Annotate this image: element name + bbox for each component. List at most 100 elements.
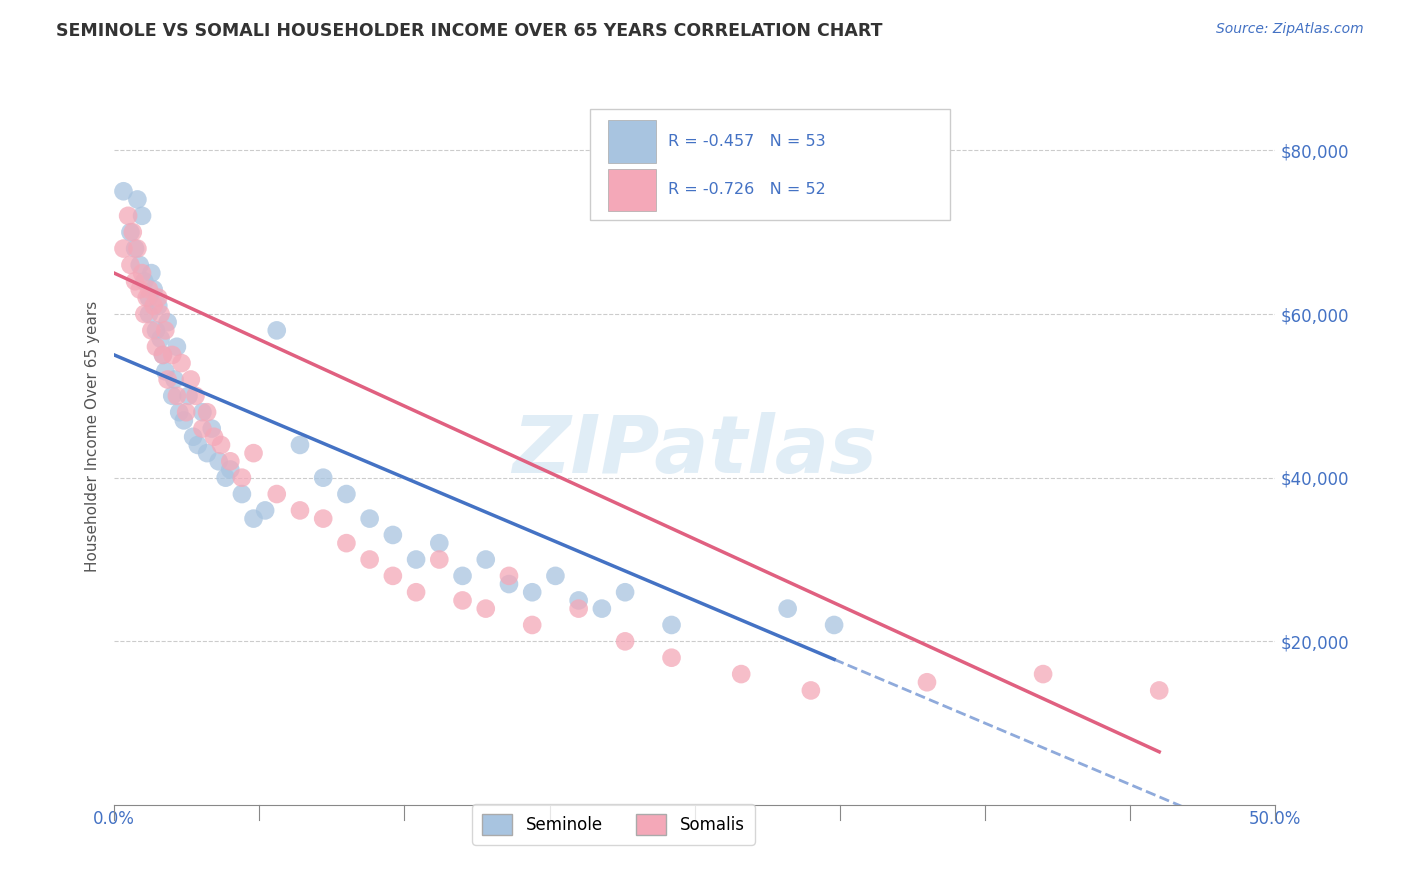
Point: [127, 193, 149, 207]
Point: [242, 511, 264, 525]
Point: [155, 364, 177, 378]
FancyBboxPatch shape: [607, 169, 657, 211]
Point: [128, 283, 150, 297]
Point: [498, 569, 520, 583]
Legend: Seminole, Somalis: Seminole, Somalis: [472, 805, 755, 845]
Point: [149, 307, 172, 321]
Point: [335, 536, 357, 550]
Point: [138, 307, 160, 321]
Point: [162, 348, 184, 362]
Point: [202, 430, 225, 444]
Point: [152, 348, 174, 362]
Point: [166, 340, 188, 354]
Point: [288, 438, 311, 452]
Point: [312, 511, 335, 525]
Point: [474, 601, 496, 615]
Point: [568, 601, 591, 615]
Point: [195, 405, 218, 419]
Point: [167, 405, 190, 419]
Point: [661, 618, 683, 632]
Point: [134, 274, 156, 288]
Point: [120, 225, 142, 239]
Point: [231, 471, 253, 485]
Point: [359, 552, 381, 566]
Point: [135, 291, 157, 305]
Point: [141, 323, 163, 337]
Point: [145, 340, 167, 354]
Point: [145, 323, 167, 337]
Point: [156, 315, 179, 329]
Point: [152, 348, 174, 362]
Point: [148, 299, 170, 313]
Point: [142, 283, 165, 297]
Point: [209, 438, 232, 452]
Point: [208, 454, 231, 468]
Point: [155, 323, 177, 337]
Point: [195, 446, 218, 460]
Point: [661, 650, 683, 665]
Point: [177, 389, 200, 403]
Point: [156, 372, 179, 386]
Point: [823, 618, 845, 632]
Point: [231, 487, 253, 501]
FancyBboxPatch shape: [607, 120, 657, 163]
Text: Source: ZipAtlas.com: Source: ZipAtlas.com: [1216, 22, 1364, 37]
Point: [498, 577, 520, 591]
Point: [170, 356, 193, 370]
Point: [174, 405, 197, 419]
Point: [219, 454, 242, 468]
Point: [128, 258, 150, 272]
Point: [614, 585, 637, 599]
Point: [142, 299, 165, 313]
Point: [120, 258, 142, 272]
Point: [266, 323, 288, 337]
Point: [201, 421, 224, 435]
Point: [191, 405, 214, 419]
Point: [451, 593, 474, 607]
Point: [405, 585, 427, 599]
Point: [312, 471, 335, 485]
Point: [187, 438, 209, 452]
Text: R = -0.457   N = 53: R = -0.457 N = 53: [668, 134, 825, 149]
Point: [127, 242, 149, 256]
Point: [915, 675, 938, 690]
Point: [112, 242, 135, 256]
Point: [184, 389, 207, 403]
Text: R = -0.726   N = 52: R = -0.726 N = 52: [668, 182, 825, 197]
Point: [138, 291, 160, 305]
Point: [124, 274, 146, 288]
Point: [381, 528, 404, 542]
Point: [335, 487, 357, 501]
Point: [173, 413, 195, 427]
Point: [121, 225, 143, 239]
Point: [149, 332, 172, 346]
Point: [219, 462, 242, 476]
Point: [163, 372, 186, 386]
Point: [141, 266, 163, 280]
Point: [138, 283, 160, 297]
Point: [474, 552, 496, 566]
Point: [405, 552, 427, 566]
Point: [254, 503, 277, 517]
Point: [131, 209, 153, 223]
Point: [800, 683, 823, 698]
Point: [568, 593, 591, 607]
Point: [359, 511, 381, 525]
Point: [166, 389, 188, 403]
Point: [1147, 683, 1170, 698]
Point: [381, 569, 404, 583]
Point: [117, 209, 139, 223]
Point: [522, 585, 544, 599]
Point: [776, 601, 799, 615]
Point: [242, 446, 264, 460]
Point: [148, 291, 170, 305]
Y-axis label: Householder Income Over 65 years: Householder Income Over 65 years: [86, 301, 100, 573]
Point: [181, 430, 204, 444]
Point: [522, 618, 544, 632]
Point: [544, 569, 567, 583]
Point: [124, 242, 146, 256]
Point: [214, 471, 236, 485]
Point: [591, 601, 613, 615]
Text: ZIPatlas: ZIPatlas: [512, 412, 877, 491]
Point: [614, 634, 637, 648]
